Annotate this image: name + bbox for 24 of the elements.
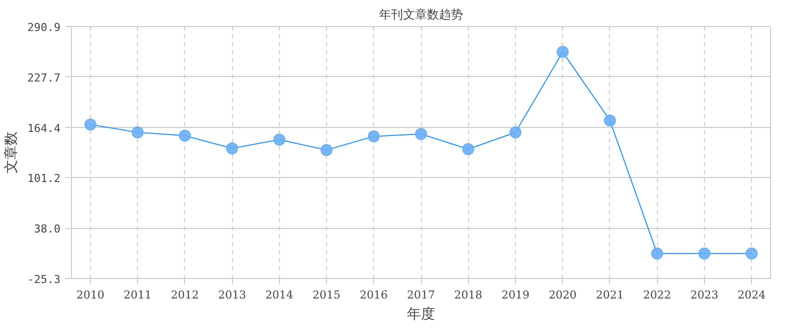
x-tick-label: 2021 xyxy=(596,288,624,302)
y-tick-label: 227.7 xyxy=(27,71,61,84)
y-tick-label: 101.2 xyxy=(27,172,61,186)
y-tick-label: 164.4 xyxy=(27,122,61,135)
x-tick-label: 2010 xyxy=(76,288,104,302)
x-tick-label: 2015 xyxy=(312,288,341,302)
x-tick-label: 2022 xyxy=(643,288,672,302)
y-tick-label: 38.0 xyxy=(34,222,61,236)
x-tick-label: 2023 xyxy=(690,288,718,302)
y-axis-title: 文章数 xyxy=(3,132,20,174)
x-tick-label: 2016 xyxy=(360,288,388,302)
x-tick-label: 2017 xyxy=(407,288,436,302)
x-tick-label: 2011 xyxy=(124,288,152,302)
x-tick-label: 2024 xyxy=(738,288,766,302)
x-tick-label: 2020 xyxy=(548,288,577,302)
x-tick-label: 2013 xyxy=(218,288,246,302)
y-tick-label: -25.3 xyxy=(27,273,61,286)
x-tick-label: 2018 xyxy=(454,288,482,302)
chart-title: 年刊文章数趋势 xyxy=(379,8,463,22)
x-tick-label: 2014 xyxy=(265,288,294,302)
y-tick-label: 290.9 xyxy=(27,21,61,34)
x-tick-label: 2012 xyxy=(170,288,199,302)
x-tick-label: 2019 xyxy=(501,288,530,302)
x-axis-title: 年度 xyxy=(407,306,435,322)
